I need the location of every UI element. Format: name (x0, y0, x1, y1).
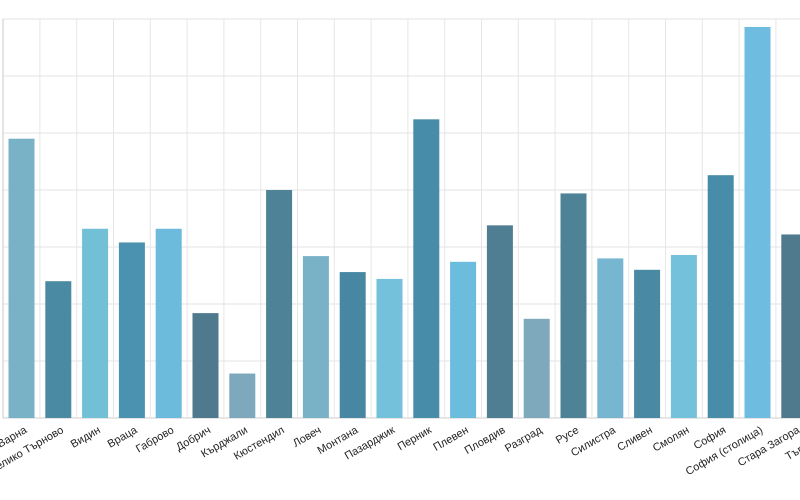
x-tick-label: Разград (503, 424, 545, 455)
bar (229, 373, 256, 418)
x-tick-label: Пловдив (463, 424, 508, 457)
bar (155, 228, 182, 418)
bar (118, 242, 145, 418)
x-tick-label: Сливен (615, 424, 654, 454)
bar (670, 254, 697, 418)
bar (450, 261, 477, 418)
bar (302, 256, 329, 418)
bar (781, 234, 800, 418)
bar (376, 278, 403, 418)
x-tick-label: Перник (396, 424, 434, 453)
chart-bars (8, 26, 800, 418)
x-tick-label: Видин (69, 424, 103, 450)
bar (707, 175, 734, 418)
bar (45, 281, 72, 418)
bar (82, 228, 109, 418)
chart-grid (2, 18, 800, 419)
bar (560, 193, 587, 418)
bar (339, 272, 366, 418)
bar (8, 138, 35, 418)
bar (523, 318, 550, 418)
bar (744, 26, 771, 418)
bar (597, 258, 624, 418)
bar (634, 269, 661, 418)
x-tick-label: Смолян (651, 424, 692, 454)
bar (486, 225, 513, 418)
bar (413, 119, 440, 418)
x-tick-label: Габрово (134, 424, 176, 455)
bar (192, 313, 219, 418)
bar (266, 190, 293, 418)
